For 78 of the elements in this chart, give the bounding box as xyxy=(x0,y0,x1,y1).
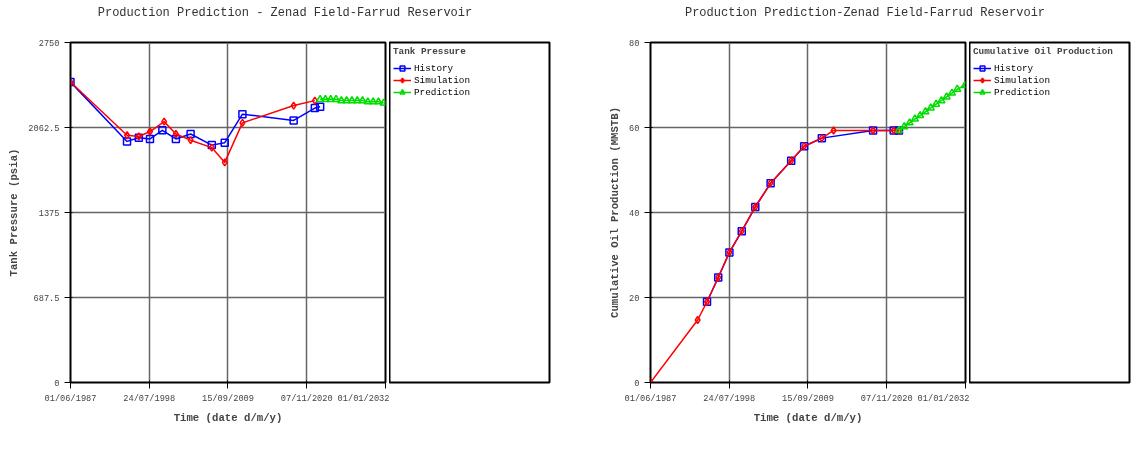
chart-title: Production Prediction - Zenad Field-Farrud Reservoir xyxy=(97,5,473,22)
point xyxy=(337,95,346,104)
x-tick-label: 07/11/2020 xyxy=(280,393,333,404)
legend-title: Tank Pressure xyxy=(393,46,467,57)
point xyxy=(910,114,920,122)
point xyxy=(145,134,155,144)
point xyxy=(947,88,957,96)
y-axis-title: Tank Pressure (psia) xyxy=(8,148,21,277)
point xyxy=(310,103,320,113)
point xyxy=(146,127,154,136)
y-tick-label: 687.5 xyxy=(33,293,60,304)
point xyxy=(331,94,341,103)
x-tick-label: 01/01/2032 xyxy=(917,393,970,404)
point xyxy=(187,135,194,145)
point xyxy=(358,95,367,104)
chart-title: Production Prediction-Zenad Field-Farrud Reservoir xyxy=(684,5,1046,22)
x-tick-label: 24/07/1998 xyxy=(703,393,756,404)
point xyxy=(926,103,936,111)
point xyxy=(953,84,962,93)
legend-label: Prediction xyxy=(414,86,470,98)
point xyxy=(289,116,298,125)
legend-title: Cumulative Oil Production xyxy=(973,46,1113,57)
point xyxy=(899,121,909,130)
point xyxy=(172,129,179,139)
y-axis-title: Cumulative Oil Production (MMSTB) xyxy=(609,106,622,319)
point xyxy=(220,138,230,147)
legend-label: History xyxy=(994,62,1034,74)
x-tick-label: 01/01/2032 xyxy=(337,393,390,404)
point xyxy=(931,99,941,107)
point xyxy=(352,95,362,104)
point xyxy=(942,92,951,100)
y-tick-label: 0 xyxy=(54,378,60,389)
point xyxy=(221,158,228,167)
x-axis-title: Time (date d/m/y) xyxy=(753,411,863,424)
point xyxy=(830,126,837,135)
point xyxy=(315,94,325,103)
point xyxy=(937,95,946,104)
legend-label: Prediction xyxy=(994,86,1050,98)
point xyxy=(342,95,351,104)
x-tick-label: 01/06/1987 xyxy=(44,393,97,404)
point xyxy=(290,101,297,110)
legend-label: History xyxy=(414,62,454,74)
point xyxy=(347,95,357,104)
point xyxy=(123,130,131,140)
y-tick-label: 80 xyxy=(629,38,640,49)
point xyxy=(915,110,925,119)
y-tick-label: 20 xyxy=(629,293,640,304)
point xyxy=(186,129,195,139)
x-tick-label: 15/09/2009 xyxy=(782,393,834,404)
point xyxy=(374,97,383,105)
point xyxy=(921,106,930,115)
x-tick-label: 01/06/1987 xyxy=(624,393,677,404)
y-tick-label: 40 xyxy=(629,208,640,219)
point xyxy=(239,118,246,128)
point xyxy=(122,137,132,146)
y-tick-label: 0 xyxy=(634,378,640,389)
x-tick-label: 07/11/2020 xyxy=(860,393,913,404)
point xyxy=(238,109,247,119)
point xyxy=(368,97,378,105)
x-axis-title: Time (date d/m/y) xyxy=(173,411,283,424)
legend-label: Simulation xyxy=(994,74,1050,86)
y-tick-label: 60 xyxy=(629,123,640,134)
point xyxy=(326,94,335,103)
x-tick-label: 15/09/2009 xyxy=(202,393,254,404)
point xyxy=(321,94,330,103)
x-tick-label: 24/07/1998 xyxy=(123,393,176,404)
y-tick-label: 2750 xyxy=(38,38,60,49)
point xyxy=(315,102,325,112)
point xyxy=(379,98,386,106)
legend-label: Simulation xyxy=(414,74,470,86)
point xyxy=(171,134,181,144)
y-tick-label: 1375 xyxy=(38,208,60,219)
point xyxy=(161,117,168,126)
point xyxy=(363,97,373,105)
point xyxy=(158,126,167,135)
y-tick-label: 2062.5 xyxy=(28,123,60,134)
point xyxy=(905,118,914,126)
point xyxy=(694,315,701,325)
